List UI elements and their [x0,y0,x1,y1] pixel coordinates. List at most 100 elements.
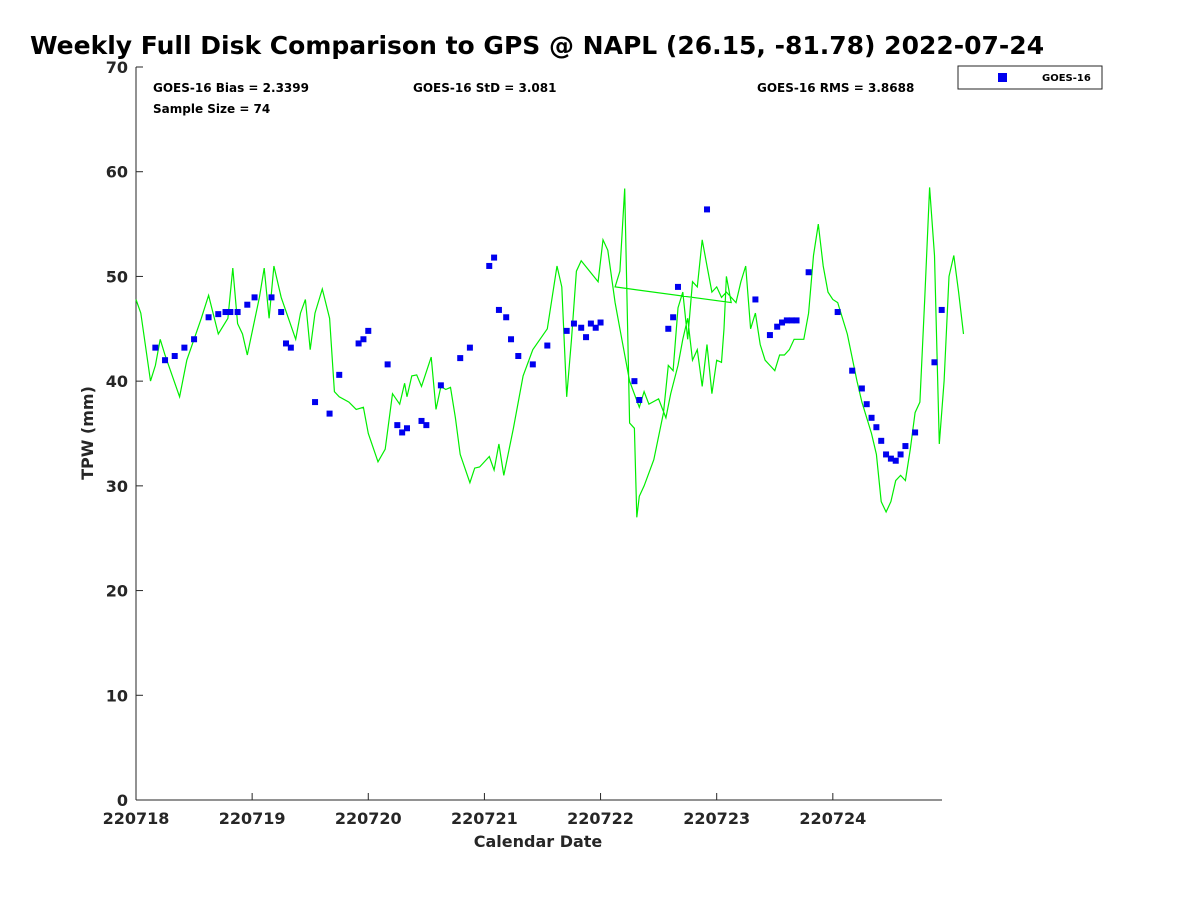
rms-stat: GOES-16 RMS = 3.8688 [757,81,914,95]
goes16-data-point [403,425,410,432]
std-stat: GOES-16 StD = 3.081 [413,81,556,95]
goes16-data-point [578,324,585,331]
goes16-data-point [503,314,510,321]
y-tick-label: 10 [106,686,128,705]
goes16-data-point [423,422,430,429]
goes16-data-point [491,254,498,261]
x-tick-label: 220723 [683,809,750,828]
legend-label-goes16: GOES-16 [1042,73,1091,84]
goes16-data-point [437,382,444,389]
goes16-data-point [849,367,856,374]
x-tick-label: 220719 [219,809,286,828]
goes16-data-point [215,311,222,318]
y-tick-label: 70 [106,58,128,77]
goes16-data-point [902,443,909,450]
goes16-data-point [457,355,464,362]
y-tick-label: 30 [106,477,128,496]
goes16-data-point [418,417,425,424]
goes16-data-point [515,353,522,360]
goes16-data-point [878,437,885,444]
goes16-data-point [399,429,406,436]
goes16-data-point [805,269,812,276]
gps-line-series [135,187,965,518]
goes16-data-point [384,361,391,368]
goes16-data-point [563,327,570,334]
goes16-data-point [222,309,229,316]
x-axis-label: Calendar Date [474,832,603,851]
goes16-data-point [704,206,711,213]
goes16-scatter-series [152,206,945,464]
goes16-data-point [674,283,681,290]
goes16-data-point [251,294,258,301]
y-tick-label: 50 [106,267,128,286]
x-tick-label: 220721 [451,809,518,828]
goes16-data-point [858,385,865,392]
goes16-data-point [570,320,577,327]
goes16-data-point [636,396,643,403]
goes16-data-point [336,371,343,378]
goes16-data-point [191,336,198,343]
goes16-data-point [205,314,212,321]
y-tick-label: 0 [117,791,128,810]
goes16-data-point [631,378,638,385]
goes16-data-point [326,410,333,417]
x-tick-label: 220722 [567,809,634,828]
goes16-data-point [834,309,841,316]
x-tick-label: 220724 [799,809,866,828]
goes16-data-point [597,319,604,326]
x-axis-ticks: 220718 220719 220720 220721 220722 220723 2207… [103,793,866,828]
y-tick-label: 40 [106,372,128,391]
legend-box [957,65,1103,90]
goes16-data-point [938,306,945,313]
goes16-data-point [883,451,890,458]
y-tick-label: 20 [106,582,128,601]
goes16-data-point [544,342,551,349]
sample-size-stat: Sample Size = 74 [153,102,270,116]
goes16-data-point [892,457,899,464]
goes16-data-point [394,422,401,429]
legend: GOES-16 [957,65,1103,90]
goes16-data-point [868,414,875,421]
goes16-data-point [486,262,493,269]
chart-title: Weekly Full Disk Comparison to GPS @ NAP… [30,31,1044,60]
goes16-data-point [592,324,599,331]
y-tick-label: 60 [106,163,128,182]
goes16-data-point [587,320,594,327]
goes16-data-point [278,309,285,316]
goes16-data-point [152,344,159,351]
goes16-data-point [863,401,870,408]
goes16-data-point [181,344,188,351]
goes16-data-point [670,314,677,321]
goes16-data-point [227,309,234,316]
goes16-data-point [912,429,919,436]
y-axis-label: TPW (mm) [78,386,97,480]
goes16-data-point [752,296,759,303]
goes16-data-point [779,319,786,326]
goes16-data-point [766,332,773,339]
goes16-data-point [495,306,502,313]
goes16-data-point [788,317,795,324]
goes16-data-point [583,334,590,341]
goes16-data-point [887,455,894,462]
goes16-data-point [360,336,367,343]
x-tick-label: 220718 [103,809,170,828]
goes16-data-point [283,340,290,347]
goes16-data-point [244,301,251,308]
goes16-data-point [312,399,319,406]
goes16-data-point [873,424,880,431]
goes16-data-point [774,323,781,330]
goes16-data-point [529,361,536,368]
goes16-data-point [783,317,790,324]
goes16-data-point [508,336,515,343]
goes16-data-point [365,327,372,334]
legend-marker-goes16 [998,73,1007,82]
goes16-data-point [162,357,169,364]
plot-area: 0 10 20 30 40 50 60 70 220718 220719 220720 220721… [103,58,965,828]
goes16-data-point [466,344,473,351]
goes16-data-point [268,294,275,301]
x-tick-label: 220720 [335,809,402,828]
bias-stat: GOES-16 Bias = 2.3399 [153,81,309,95]
gps-tpw-line [135,187,965,518]
